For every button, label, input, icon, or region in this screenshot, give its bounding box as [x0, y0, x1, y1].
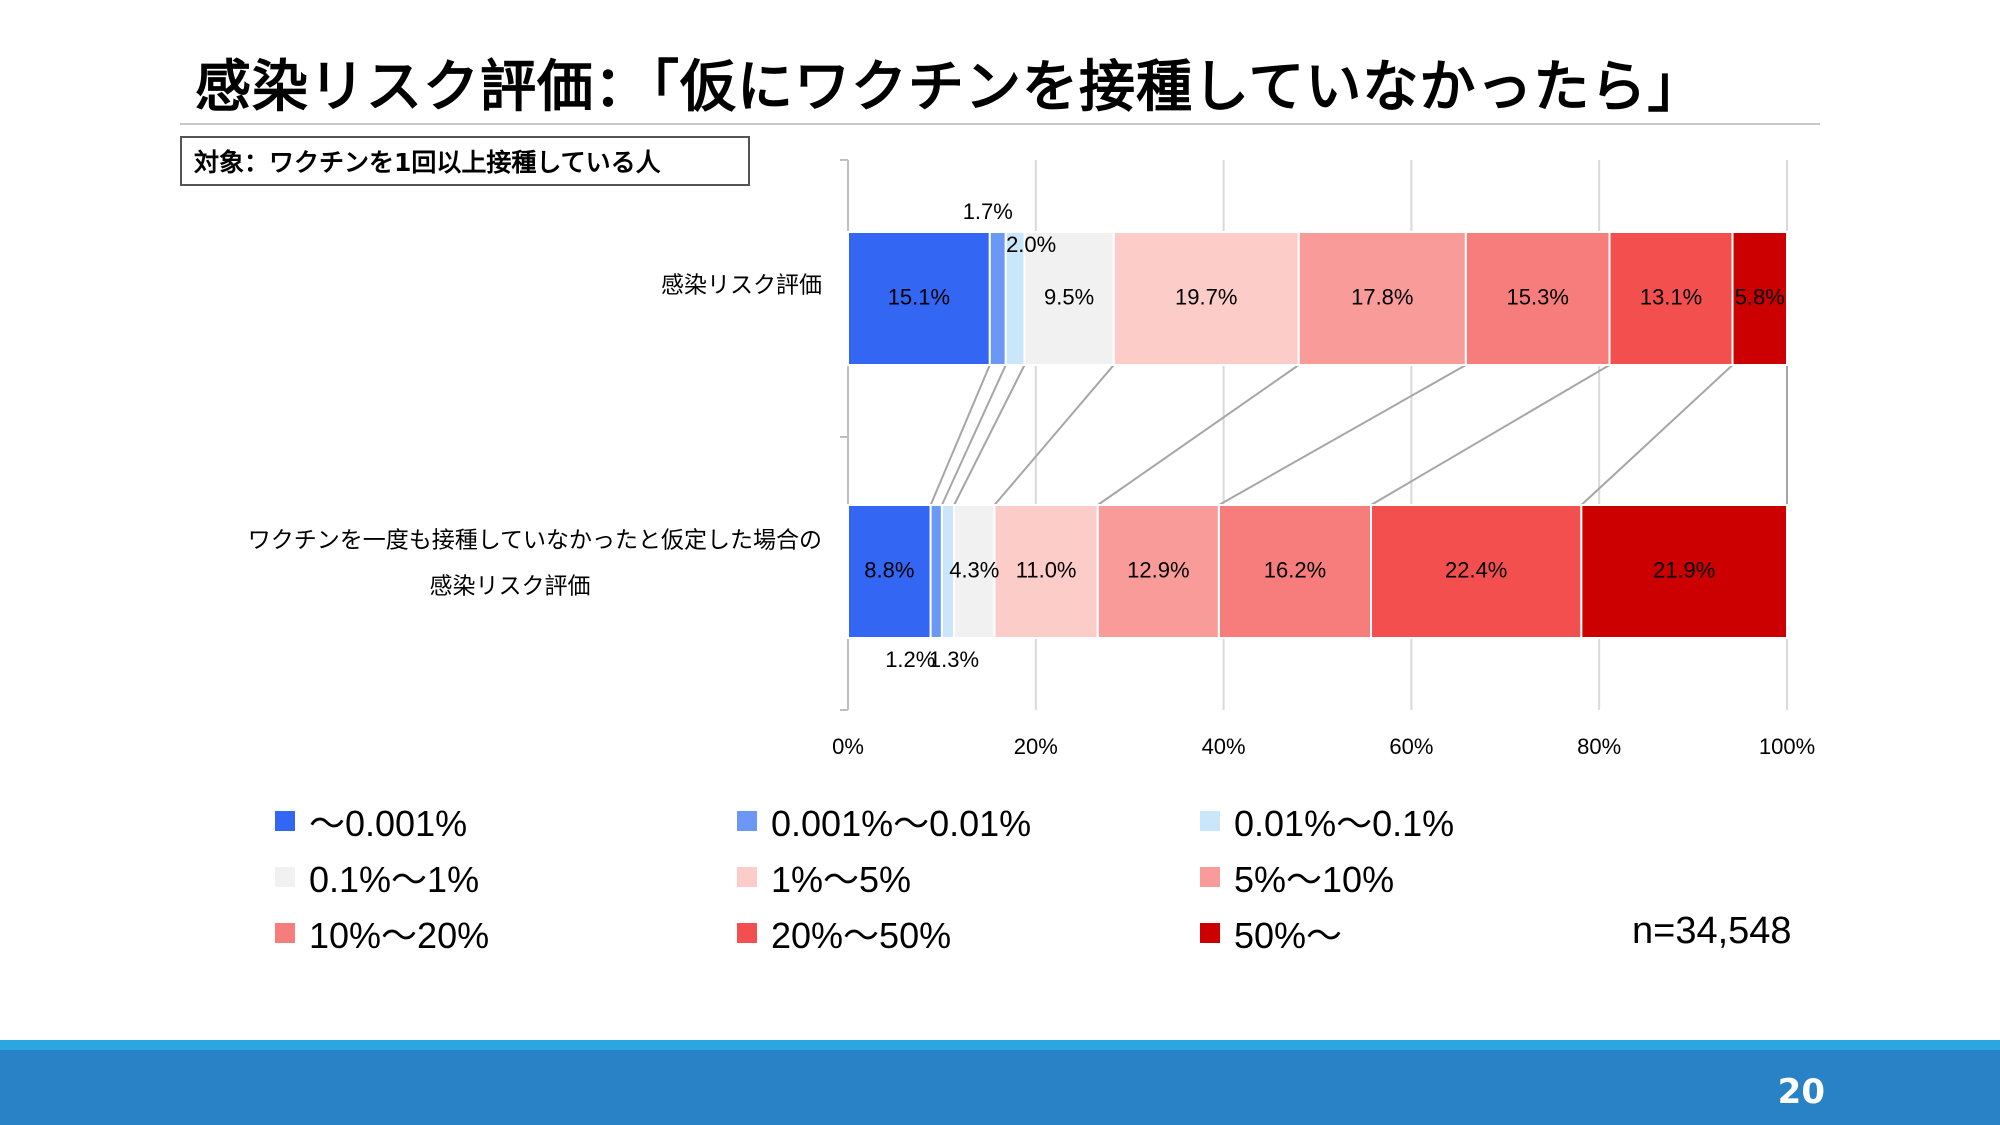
category-label: 感染リスク評価 [661, 272, 822, 298]
legend-swatch [737, 867, 757, 887]
bar-segment [1096, 504, 1220, 639]
slide-title: 感染リスク評価：「仮にワクチンを接種していなかったら」 [195, 55, 1705, 120]
footer-accent-bar [0, 1040, 2000, 1050]
chart-legend: ～0.001% 0.001%～0.01% 0.01%～0.1% 0.1%～1% 1%～5… [275, 795, 1775, 965]
series-connector-line [1370, 364, 1611, 506]
series-connector-line [1580, 364, 1734, 506]
bar-segment [993, 504, 1099, 639]
data-label: 1.7% [963, 199, 1013, 224]
bar-segment [1370, 504, 1583, 639]
x-tick-label: 80% [1577, 734, 1621, 759]
page-number: 20 [1777, 1072, 1825, 1112]
legend-item: 50%～ [1200, 907, 1342, 959]
series-connector-line [929, 364, 991, 506]
bar-segment [929, 504, 943, 639]
legend-swatch [1200, 923, 1220, 943]
data-label: 15.1% [888, 284, 950, 309]
bar-segment [1297, 231, 1467, 366]
footer-bar [0, 1050, 2000, 1125]
legend-item: 0.01%～0.1% [1200, 795, 1454, 847]
data-label: 1.3% [929, 647, 979, 672]
data-label: 8.8% [864, 557, 914, 582]
x-tick-label: 60% [1389, 734, 1433, 759]
data-label: 19.7% [1175, 284, 1237, 309]
category-label: 感染リスク評価 [430, 573, 591, 599]
legend-swatch [737, 923, 757, 943]
data-label: 5.8% [1735, 284, 1785, 309]
bar-segment [847, 231, 991, 366]
data-label: 1.2% [885, 647, 935, 672]
data-label: 9.5% [1044, 284, 1094, 309]
title-divider [180, 123, 1820, 125]
x-tick-label: 0% [832, 734, 864, 759]
sample-size-label: n=34,548 [1632, 910, 1792, 952]
legend-item: 0.001%～0.01% [737, 795, 1031, 847]
bar-segment [1464, 231, 1611, 366]
legend-label: 5%～10% [1234, 859, 1395, 900]
series-connector-line [993, 364, 1115, 506]
legend-swatch [275, 867, 295, 887]
legend-label: 0.001%～0.01% [771, 803, 1032, 844]
legend-item: 10%～20% [275, 907, 489, 959]
bar-segment [1608, 231, 1734, 366]
legend-label: 10%～20% [309, 915, 490, 956]
data-label: 22.4% [1445, 557, 1507, 582]
legend-item: 5%～10% [1200, 851, 1394, 903]
category-label: ワクチンを一度も接種していなかったと仮定した場合の [248, 527, 822, 553]
data-label: 4.3% [949, 557, 999, 582]
legend-swatch [1200, 867, 1220, 887]
legend-label: 0.1%～1% [309, 859, 480, 900]
bar-segment [847, 504, 932, 639]
legend-label: ～0.001% [309, 803, 468, 844]
x-tick-label: 20% [1014, 734, 1058, 759]
series-connector-line [953, 364, 1026, 506]
bar-segment [953, 504, 996, 639]
bar-segment [1023, 231, 1115, 366]
target-population-label: 対象：ワクチンを1回以上接種している人 [180, 136, 750, 186]
legend-label: 1%～5% [771, 859, 912, 900]
legend-item: 20%～50% [737, 907, 951, 959]
series-connector-line [1218, 364, 1467, 506]
legend-swatch [275, 811, 295, 831]
legend-swatch [1200, 811, 1220, 831]
legend-label: 50%～ [1234, 915, 1343, 956]
bar-segment [1580, 504, 1789, 639]
bar-segment [1217, 504, 1373, 639]
bar-segment [988, 231, 1007, 366]
data-label: 13.1% [1640, 284, 1702, 309]
data-label: 16.2% [1264, 557, 1326, 582]
bar-segment [1731, 231, 1788, 366]
series-connector-line [940, 364, 1007, 506]
series-connector-line [1097, 364, 1300, 506]
legend-label: 20%～50% [771, 915, 952, 956]
data-label: 2.0% [1006, 232, 1056, 257]
data-label: 17.8% [1351, 284, 1413, 309]
legend-label: 0.01%～0.1% [1234, 803, 1455, 844]
bar-segment [1112, 231, 1300, 366]
stacked-bar-chart: 0% 20% 40% 60% 80% 100% 15.1% 8.8% 1.7% 1.2% 2.0% 1… [248, 159, 1815, 759]
legend-swatch [275, 923, 295, 943]
data-label: 15.3% [1507, 284, 1569, 309]
legend-item: 1%～5% [737, 851, 911, 903]
data-label: 11.0% [1016, 557, 1077, 582]
data-label: 21.9% [1653, 557, 1715, 582]
legend-swatch [737, 811, 757, 831]
x-tick-label: 100% [1759, 734, 1815, 759]
x-tick-label: 40% [1202, 734, 1246, 759]
legend-item: ～0.001% [275, 795, 467, 847]
legend-item: 0.1%～1% [275, 851, 479, 903]
data-label: 12.9% [1127, 557, 1189, 582]
